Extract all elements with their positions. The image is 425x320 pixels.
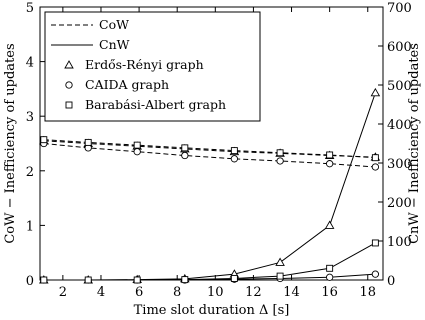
data-point [371, 163, 380, 171]
y-right-tick-label: 300 [387, 157, 412, 172]
x-tick-label: 14 [283, 285, 300, 300]
data-point [40, 136, 48, 144]
data-point [325, 160, 334, 168]
x-tick-label: 4 [97, 285, 105, 300]
data-point [371, 154, 379, 162]
data-point [371, 239, 379, 247]
series-line [43, 140, 376, 158]
x-axis-label: Time slot duration Δ [s] [134, 303, 290, 318]
series-layer [39, 87, 381, 284]
y-axis-left-label: CoW − Inefficiency of updates [3, 43, 18, 243]
series-line [43, 242, 376, 281]
data-point [324, 220, 335, 229]
axis-ticks: 2 4 6 8 10 12 14 16 1801234501002003004005006007… [26, 1, 412, 300]
data-point [40, 276, 48, 284]
y-axis-right-label: CnW − Inefficiency of updates [407, 43, 422, 244]
data-point [325, 273, 334, 281]
data-point [181, 276, 189, 284]
y-left-tick-label: 1 [26, 219, 34, 234]
x-tick-label: 18 [359, 285, 376, 300]
y-right-tick-label: 0 [387, 274, 395, 289]
data-point [84, 138, 92, 146]
x-tick-label: 8 [173, 285, 181, 300]
legend-label: CAIDA graph [85, 77, 169, 92]
data-point [276, 149, 284, 157]
series-line [43, 139, 376, 159]
data-point [133, 276, 141, 284]
legend-marker [65, 81, 73, 89]
y-left-tick-label: 3 [26, 110, 34, 125]
data-point [326, 264, 334, 272]
x-tick-label: 12 [245, 285, 262, 300]
data-point [181, 151, 189, 160]
data-point [230, 274, 238, 282]
legend-label: Barabási-Albert graph [85, 97, 226, 112]
y-right-tick-label: 500 [387, 79, 412, 94]
data-point [230, 155, 239, 163]
y-left-tick-label: 0 [26, 274, 34, 289]
legend-box [44, 11, 261, 122]
legend: CoW CnW Erdős-Rényi graph CAIDA graph Barabá… [44, 11, 261, 122]
y-left-tick-label: 2 [26, 165, 34, 180]
x-tick-label: 16 [321, 285, 338, 300]
y-right-tick-label: 700 [387, 1, 412, 16]
x-tick-label: 2 [59, 285, 67, 300]
legend-label: Erdős-Rényi graph [85, 57, 204, 72]
data-point [275, 257, 285, 266]
data-point [371, 270, 380, 278]
data-point [84, 276, 92, 284]
legend-label: CoW [99, 17, 129, 32]
y-right-tick-label: 200 [387, 196, 412, 211]
legend-marker [65, 101, 73, 109]
y-right-tick-label: 600 [387, 40, 412, 55]
series-cow-square [40, 136, 379, 162]
y-right-tick-label: 100 [387, 235, 412, 250]
data-point [133, 148, 141, 156]
x-tick-label: 6 [135, 285, 143, 300]
y-right-tick-label: 400 [387, 118, 412, 133]
legend-label: CnW [99, 37, 130, 52]
data-point [370, 87, 381, 97]
x-tick-label: 10 [207, 285, 224, 300]
data-point [230, 147, 238, 155]
data-point [276, 157, 284, 165]
y-left-tick-label: 4 [26, 56, 34, 71]
series-cnw-square [40, 239, 379, 284]
data-point [181, 144, 189, 152]
data-point [276, 272, 284, 280]
series-line [43, 143, 376, 168]
y-left-tick-label: 5 [26, 1, 34, 16]
legend-marker [64, 60, 74, 69]
data-point [326, 151, 334, 159]
data-point [133, 141, 141, 149]
